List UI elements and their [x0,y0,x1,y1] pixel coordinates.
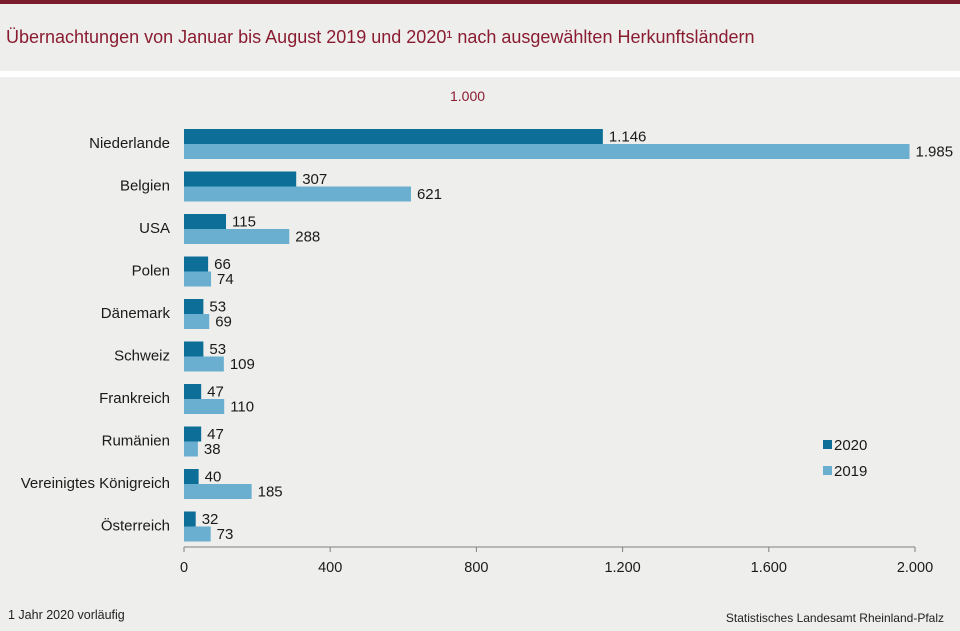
bar-2019-usa [184,229,290,244]
bar-2019-dänemark [184,314,210,329]
bar-2019-österreich [184,526,211,542]
bar-2019-vereinigtes-königreich [184,484,252,499]
data-label-2019-dänemark: 69 [215,314,232,331]
data-label-2020-polen: 66 [214,256,231,273]
bar-2020-niederlande [184,129,603,144]
x-tick-label-800: 800 [464,560,488,576]
legend-label-2019: 2019 [834,463,867,480]
data-label-2020-österreich: 32 [202,511,219,528]
bar-2019-rumänien [184,441,198,457]
footnote: 1 Jahr 2020 vorläufig [8,608,125,622]
bar-2019-polen [184,271,212,287]
source-credit: Statistisches Landesamt Rheinland-Pfalz [725,611,944,625]
header-divider [0,71,960,77]
data-label-2019-frankreich: 110 [230,399,254,416]
bar-chart: Niederlande 1.146 1.985 Belgien 307 621 USA 115… [21,129,954,577]
data-label-2019-vereinigtes-königreich: 185 [258,484,283,501]
bar-2019-schweiz [184,356,224,372]
bar-2019-frankreich [184,399,225,414]
unit-label: 1.000 [450,88,486,104]
category-label-vereinigtes-königreich: Vereinigtes Königreich [21,475,170,492]
category-label-dänemark: Dänemark [101,305,171,322]
data-label-2019-österreich: 73 [217,526,234,543]
bar-2019-belgien [184,186,411,202]
x-tick-label-1600: 1.600 [751,560,787,576]
category-label-polen: Polen [132,263,170,280]
data-label-2020-belgien: 307 [302,171,327,188]
x-tick-label-1200: 1.200 [604,560,640,576]
bar-2020-belgien [184,171,297,187]
data-label-2020-schweiz: 53 [209,341,226,358]
category-label-österreich: Österreich [101,517,170,535]
bar-2020-frankreich [184,384,202,399]
x-tick-label-0: 0 [180,560,188,576]
data-label-2020-niederlande: 1.146 [609,129,647,146]
bar-2020-schweiz [184,341,204,357]
category-label-schweiz: Schweiz [114,348,170,365]
bar-2020-vereinigtes-königreich [184,469,199,484]
bar-2020-dänemark [184,299,204,314]
data-label-2020-rumänien: 47 [207,426,224,443]
data-label-2019-polen: 74 [217,271,234,288]
data-label-2019-schweiz: 109 [230,356,255,373]
data-label-2020-frankreich: 47 [207,384,224,401]
x-tick-label-2000: 2.000 [897,560,933,576]
category-label-usa: USA [139,220,170,237]
bar-2020-polen [184,256,209,272]
category-label-belgien: Belgien [120,178,170,195]
category-label-rumänien: Rumänien [102,433,170,450]
data-label-2019-rumänien: 38 [204,441,221,458]
data-label-2020-dänemark: 53 [209,299,226,316]
data-label-2020-usa: 115 [232,214,256,231]
legend-swatch-2019 [823,466,832,475]
data-label-2020-vereinigtes-königreich: 40 [205,469,222,486]
data-label-2019-usa: 288 [295,229,320,246]
bar-2020-rumänien [184,426,202,442]
x-tick-label-400: 400 [318,560,342,576]
bar-2020-österreich [184,511,196,527]
data-label-2019-belgien: 621 [417,186,442,203]
data-label-2019-niederlande: 1.985 [916,144,954,161]
legend-swatch-2020 [823,440,832,449]
legend-label-2020: 2020 [834,437,867,454]
category-label-niederlande: Niederlande [89,135,170,152]
top-rule [0,0,960,4]
bar-2020-usa [184,214,227,229]
bar-2019-niederlande [184,144,910,159]
chart-title: Übernachtungen von Januar bis August 201… [6,27,755,47]
category-label-frankreich: Frankreich [99,390,170,407]
